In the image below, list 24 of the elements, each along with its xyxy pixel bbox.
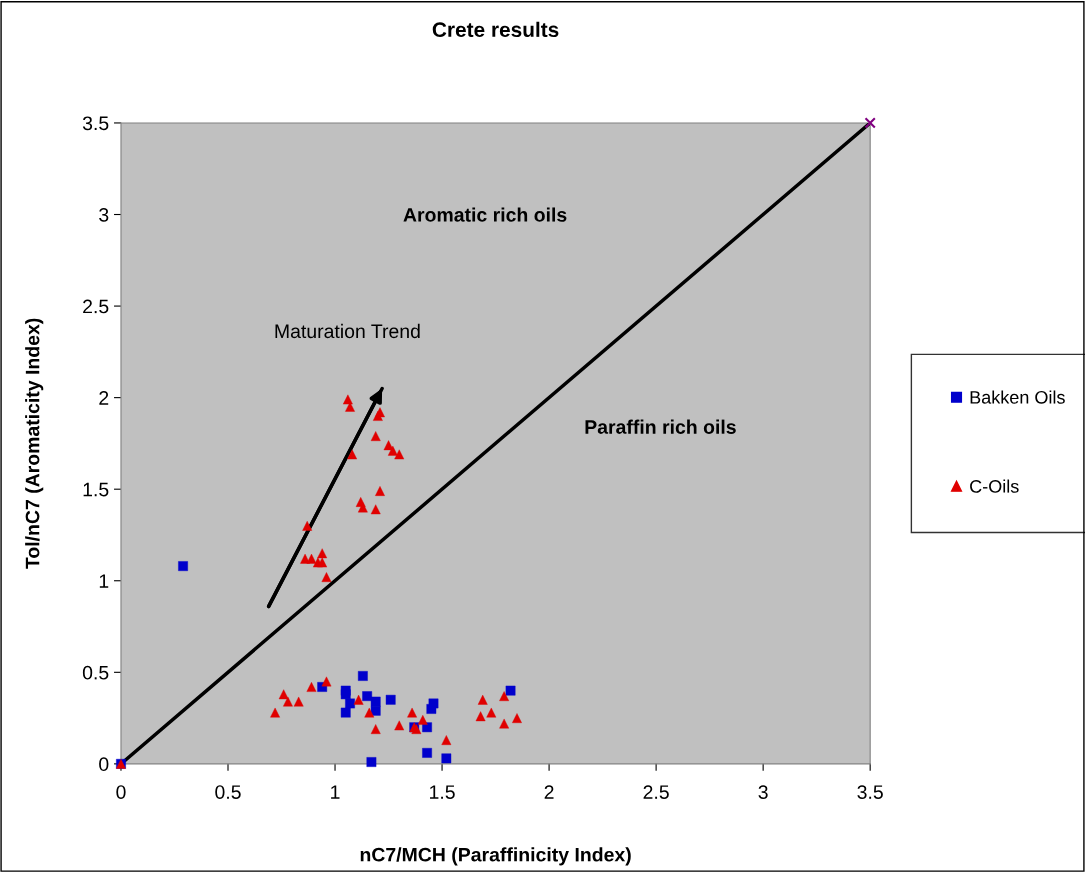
legend-label: C-Oils — [970, 479, 1019, 493]
x-tick-label: 3.5 — [857, 785, 883, 799]
y-tick-label: 0.5 — [82, 665, 109, 680]
x-tick-label: 1.5 — [430, 785, 455, 799]
x-tick-label: 0 — [116, 785, 126, 799]
x-axis-title: nC7/MCH (Paraffinicity Index) — [360, 847, 631, 866]
y-tick-label: 3 — [99, 207, 109, 222]
x-tick-label: 2.5 — [643, 785, 669, 799]
annotation: Maturation Trend — [275, 323, 420, 339]
y-tick-label: 1 — [99, 574, 109, 588]
y-tick-label: 1.5 — [83, 482, 109, 497]
y-tick-label: 2 — [99, 391, 109, 405]
x-tick-label: 3 — [758, 785, 768, 799]
chart-title: Crete results — [432, 21, 559, 38]
y-tick-label: 3.5 — [82, 116, 109, 131]
x-tick-label: 0.5 — [215, 785, 241, 799]
y-tick-label: 0 — [99, 757, 109, 772]
x-tick-label: 2 — [544, 785, 554, 799]
annotation: Paraffin rich oils — [585, 419, 736, 434]
y-axis-title: Tol/nC7 (Aromaticity Index) — [25, 318, 44, 569]
x-tick-label: 1 — [331, 785, 340, 799]
annotation: Aromatic rich oils — [403, 207, 567, 222]
legend-label: Bakken Oils — [970, 390, 1065, 404]
y-tick-label: 2.5 — [83, 299, 109, 314]
